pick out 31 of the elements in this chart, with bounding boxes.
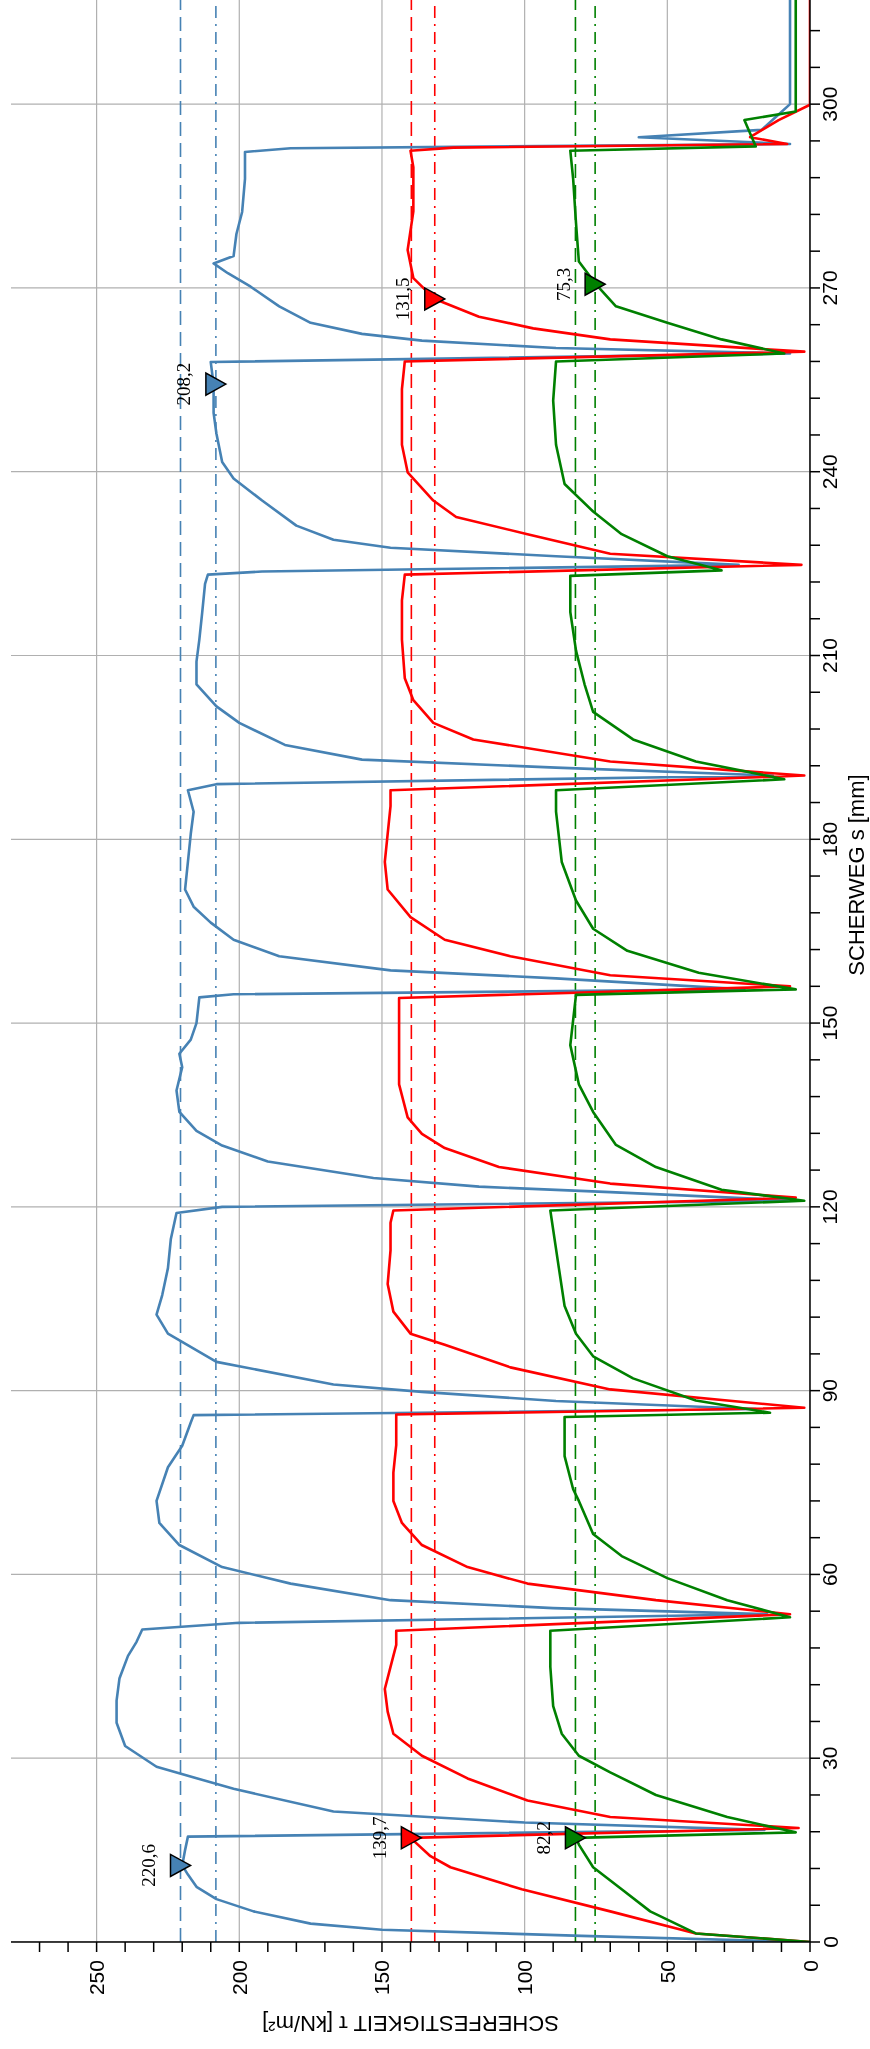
y-axis-title: SCHERWEG s [mm]	[843, 774, 869, 976]
y-tick-label: 210	[818, 637, 842, 674]
point	[584, 272, 606, 296]
x-tick-label: 0	[798, 1960, 822, 1972]
annotation: 131,5	[392, 277, 414, 321]
point	[169, 1853, 192, 1878]
y-tick-label: 120	[818, 1189, 842, 1225]
x-tick-label: 150	[370, 1960, 394, 1996]
annotation: 139,7	[368, 1816, 390, 1860]
annotation: 75,3	[552, 267, 574, 301]
y-tick-label: 180	[818, 821, 842, 857]
y-tick-label: 300	[818, 86, 842, 122]
y-tick-label: 60	[818, 1562, 842, 1587]
x-tick-label: 200	[227, 1960, 251, 1996]
y-tick-label: 90	[818, 1378, 842, 1403]
y-tick-label: 270	[818, 270, 842, 306]
x-tick-label: 250	[85, 1960, 109, 1996]
point	[564, 1826, 587, 1850]
point	[205, 372, 227, 396]
annotation: 208,2	[173, 362, 195, 406]
y-tick-label: 240	[818, 454, 842, 490]
point	[424, 287, 446, 311]
annotation: 82,2	[532, 1821, 554, 1855]
annotation: 220,6	[138, 1844, 159, 1887]
y-tick-label: 30	[818, 1746, 842, 1770]
y-tick-label: 0	[818, 1936, 842, 1948]
x-axis-title: SCHERFESTIGKEIT τ [kN/m²]	[262, 2010, 559, 2036]
point	[400, 1826, 423, 1850]
x-tick-label: 50	[655, 1960, 679, 1984]
x-tick-label: 100	[513, 1960, 537, 1996]
y-tick-label: 150	[818, 1005, 842, 1041]
